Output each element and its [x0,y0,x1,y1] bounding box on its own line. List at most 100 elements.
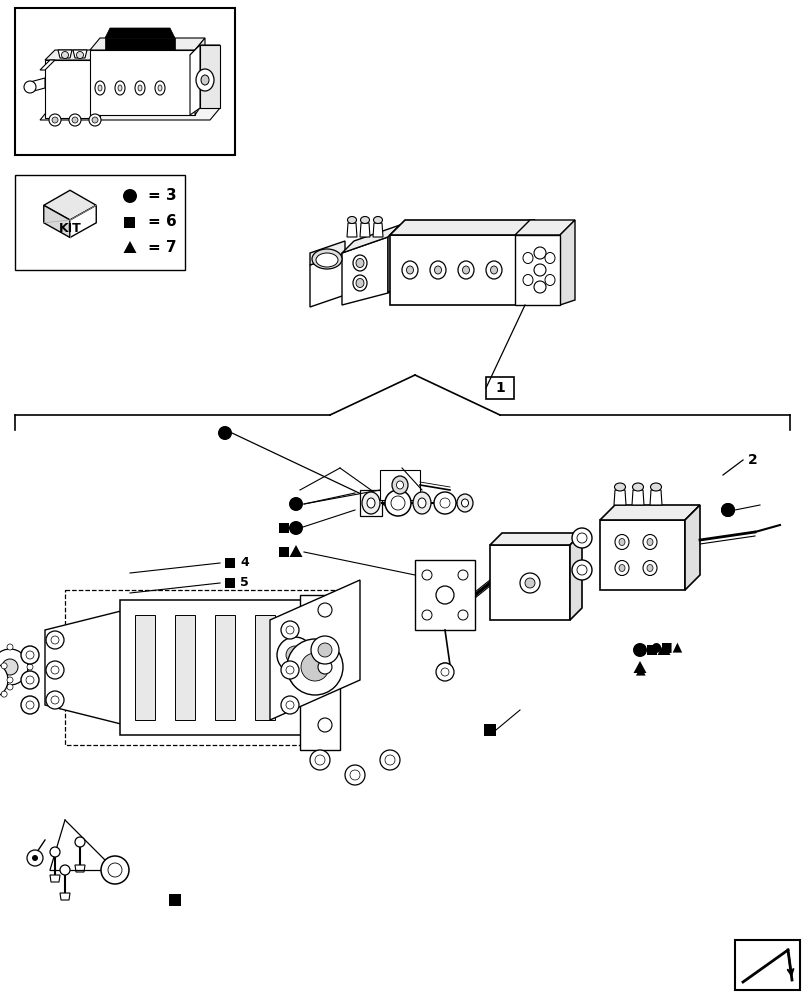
Circle shape [7,677,13,683]
Ellipse shape [430,261,445,279]
Polygon shape [175,615,195,720]
Polygon shape [40,108,220,120]
Ellipse shape [367,498,375,508]
Circle shape [577,533,586,543]
Ellipse shape [544,252,554,263]
Ellipse shape [642,534,656,550]
Ellipse shape [618,564,624,572]
Circle shape [457,610,467,620]
Ellipse shape [347,217,356,224]
Polygon shape [514,220,574,235]
Ellipse shape [642,560,656,576]
Circle shape [92,117,98,123]
Polygon shape [73,50,87,58]
Circle shape [433,492,456,514]
Circle shape [422,570,431,580]
Polygon shape [380,470,419,500]
Circle shape [571,528,591,548]
Polygon shape [359,223,370,237]
Circle shape [301,653,328,681]
Circle shape [51,696,59,704]
Bar [225,558,234,568]
Ellipse shape [392,476,407,494]
Circle shape [350,770,359,780]
Bar [279,547,289,557]
Bar [65,590,335,745]
Polygon shape [190,45,200,115]
Ellipse shape [614,534,629,550]
Polygon shape [519,220,534,305]
Polygon shape [45,50,109,60]
Ellipse shape [614,560,629,576]
Polygon shape [270,580,359,720]
Circle shape [457,570,467,580]
Polygon shape [389,220,534,235]
Bar [646,645,656,655]
Ellipse shape [632,483,642,491]
Polygon shape [45,60,100,118]
Text: = 3: = 3 [148,188,177,204]
Circle shape [46,631,64,649]
Ellipse shape [646,538,652,546]
Polygon shape [310,253,345,307]
Circle shape [46,661,64,679]
Polygon shape [599,520,684,590]
Polygon shape [684,505,699,590]
Circle shape [440,668,448,676]
Circle shape [345,765,365,785]
Ellipse shape [490,266,497,274]
Circle shape [1,691,7,697]
Ellipse shape [353,275,367,291]
Polygon shape [90,50,195,115]
Ellipse shape [315,253,337,267]
Polygon shape [50,875,60,882]
Polygon shape [290,545,303,557]
Ellipse shape [406,266,413,274]
Text: 4: 4 [240,556,248,570]
Polygon shape [120,600,305,735]
Circle shape [51,636,59,644]
Bar [15,8,234,155]
Circle shape [51,666,59,674]
Circle shape [0,662,8,698]
Polygon shape [341,237,388,305]
Bar [124,217,135,228]
Ellipse shape [646,564,652,572]
Ellipse shape [486,261,501,279]
Ellipse shape [355,258,363,267]
Circle shape [318,660,332,674]
Text: ▲: ▲ [635,664,645,676]
Circle shape [1,663,7,669]
Circle shape [285,666,294,674]
Polygon shape [105,28,175,38]
Polygon shape [489,545,569,620]
Bar [279,523,289,533]
Polygon shape [190,45,220,55]
Ellipse shape [355,278,363,288]
Circle shape [108,863,122,877]
Circle shape [122,189,137,203]
Circle shape [298,659,320,681]
Circle shape [2,659,18,675]
Circle shape [0,649,28,685]
Ellipse shape [522,252,532,263]
Ellipse shape [353,255,367,271]
Text: 2: 2 [747,453,757,467]
Circle shape [21,678,27,684]
Polygon shape [45,610,125,725]
Circle shape [24,81,36,93]
Text: ●■▲: ●■▲ [649,642,681,654]
Polygon shape [613,490,625,505]
Circle shape [60,865,70,875]
Circle shape [315,755,324,765]
Ellipse shape [311,249,341,269]
Circle shape [384,755,394,765]
Ellipse shape [534,247,545,259]
Polygon shape [40,60,55,70]
Polygon shape [60,893,70,900]
Ellipse shape [618,538,624,546]
Polygon shape [414,560,474,630]
Ellipse shape [437,663,452,673]
Ellipse shape [418,498,426,508]
Polygon shape [631,490,643,505]
